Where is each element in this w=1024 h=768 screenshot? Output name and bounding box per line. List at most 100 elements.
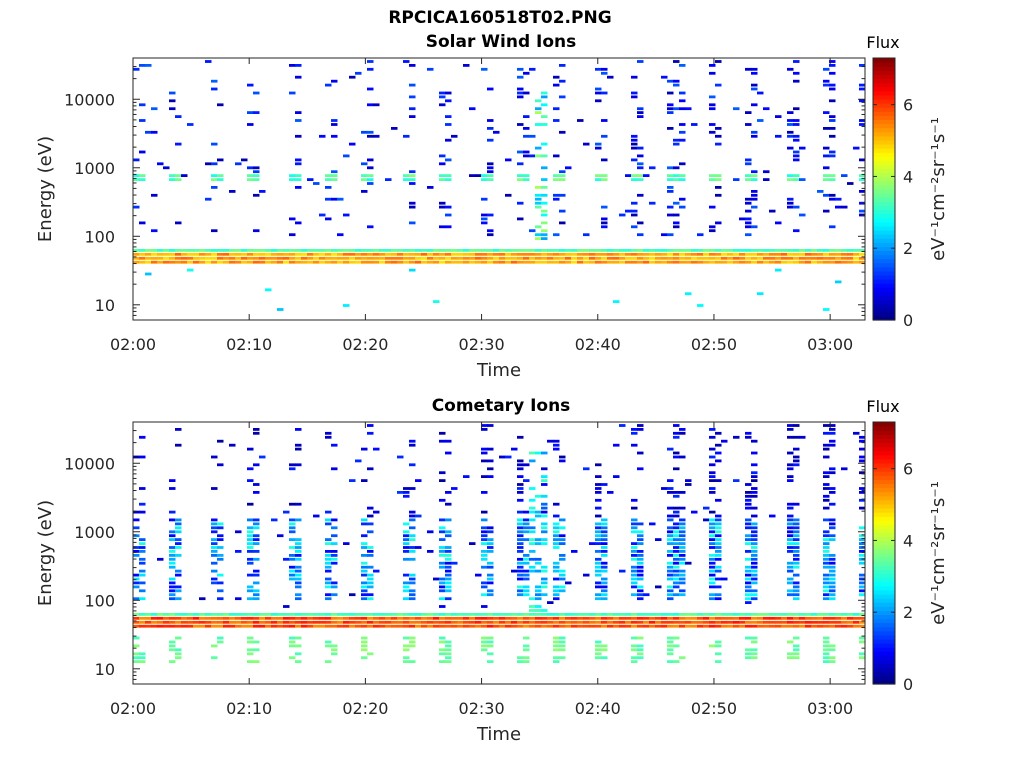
heatmap-cell: [631, 249, 638, 252]
heatmap-cell: [793, 557, 800, 561]
heatmap-cell: [607, 616, 614, 620]
heatmap-cell: [481, 538, 488, 541]
heatmap-cell: [499, 256, 506, 260]
heatmap-cell: [661, 256, 668, 260]
heatmap-cell: [139, 624, 146, 628]
heatmap-cell: [763, 252, 770, 256]
heatmap-cell: [553, 514, 560, 518]
heatmap-cell: [697, 233, 704, 237]
heatmap-cell: [415, 256, 422, 260]
heatmap-cell: [751, 530, 758, 534]
colorbar-step: [873, 454, 895, 460]
heatmap-cell: [445, 573, 452, 577]
heatmap-cell: [601, 134, 608, 138]
heatmap-cell: [439, 103, 446, 107]
heatmap-cell: [217, 249, 224, 252]
heatmap-cell: [289, 260, 296, 264]
heatmap-cell: [265, 256, 272, 260]
heatmap-cell: [799, 616, 806, 620]
heatmap-cell: [751, 652, 758, 656]
heatmap-cell: [367, 424, 374, 427]
heatmap-cell: [499, 620, 506, 624]
heatmap-cell: [709, 581, 716, 585]
heatmap-cell: [133, 577, 140, 581]
heatmap-cell: [385, 260, 392, 264]
heatmap-cell: [685, 479, 692, 482]
heatmap-cell: [589, 260, 596, 264]
heatmap-cell: [835, 256, 842, 260]
heatmap-cell: [271, 260, 278, 264]
heatmap-cell: [631, 656, 638, 660]
heatmap-cell: [673, 636, 680, 640]
heatmap-cell: [673, 506, 680, 510]
heatmap-cell: [595, 463, 602, 467]
heatmap-cell: [721, 439, 728, 443]
heatmap-cell: [679, 260, 686, 264]
heatmap-cell: [331, 648, 338, 652]
heatmap-cell: [385, 249, 392, 252]
heatmap-cell: [595, 178, 602, 181]
heatmap-cell: [439, 561, 446, 565]
heatmap-cell: [481, 640, 488, 644]
heatmap-cell: [661, 616, 668, 620]
heatmap-cell: [667, 636, 674, 640]
heatmap-cell: [625, 260, 632, 264]
heatmap-cell: [763, 249, 770, 252]
heatmap-cell: [445, 491, 452, 494]
heatmap-cell: [481, 581, 488, 585]
heatmap-cell: [631, 565, 638, 569]
heatmap-cell: [367, 620, 374, 624]
heatmap-cell: [679, 138, 686, 142]
heatmap-cell: [715, 518, 722, 522]
heatmap-cell: [211, 455, 218, 459]
heatmap-cell: [325, 550, 332, 553]
heatmap-cell: [361, 447, 368, 451]
heatmap-cell: [709, 554, 716, 557]
heatmap-cell: [445, 640, 452, 644]
heatmap-cell: [787, 201, 794, 205]
colorbar-step: [873, 74, 895, 80]
heatmap-cell: [715, 479, 722, 482]
heatmap-cell: [271, 256, 278, 260]
heatmap-cell: [367, 613, 374, 616]
heatmap-cell: [169, 557, 176, 561]
heatmap-cell: [715, 526, 722, 530]
heatmap-cell: [613, 256, 620, 260]
heatmap-cell: [361, 573, 368, 577]
heatmap-cell: [757, 616, 764, 620]
heatmap-cell: [247, 111, 254, 114]
heatmap-cell: [709, 557, 716, 561]
heatmap-cell: [505, 252, 512, 256]
colorbar-step: [873, 225, 895, 231]
heatmap-cell: [295, 538, 302, 541]
colorbar-step: [873, 679, 895, 685]
heatmap-cell: [859, 640, 866, 644]
heatmap-cell: [601, 221, 608, 225]
heatmap-cell: [499, 260, 506, 264]
heatmap-cell: [571, 624, 578, 628]
heatmap-cell: [439, 648, 446, 652]
heatmap-cell: [217, 546, 224, 549]
heatmap-cell: [637, 154, 644, 158]
heatmap-cell: [289, 569, 296, 573]
heatmap-cell: [829, 249, 836, 252]
heatmap-cell: [715, 644, 722, 648]
heatmap-cell: [559, 534, 566, 538]
heatmap-cell: [769, 260, 776, 264]
heatmap-cell: [793, 252, 800, 256]
heatmap-cell: [709, 447, 716, 451]
heatmap-cell: [541, 91, 548, 95]
x-tick-label: 02:20: [342, 335, 388, 354]
heatmap-cell: [439, 585, 446, 589]
heatmap-cell: [763, 260, 770, 264]
heatmap-cell: [691, 616, 698, 620]
heatmap-cell: [583, 624, 590, 628]
heatmap-cell: [859, 652, 866, 656]
heatmap-cell: [751, 174, 758, 177]
heatmap-cell: [289, 546, 296, 549]
heatmap-cell: [727, 613, 734, 616]
heatmap-cell: [295, 542, 302, 545]
heatmap-cell: [229, 443, 236, 447]
heatmap-cell: [637, 644, 644, 648]
colorbar-step: [873, 626, 895, 632]
